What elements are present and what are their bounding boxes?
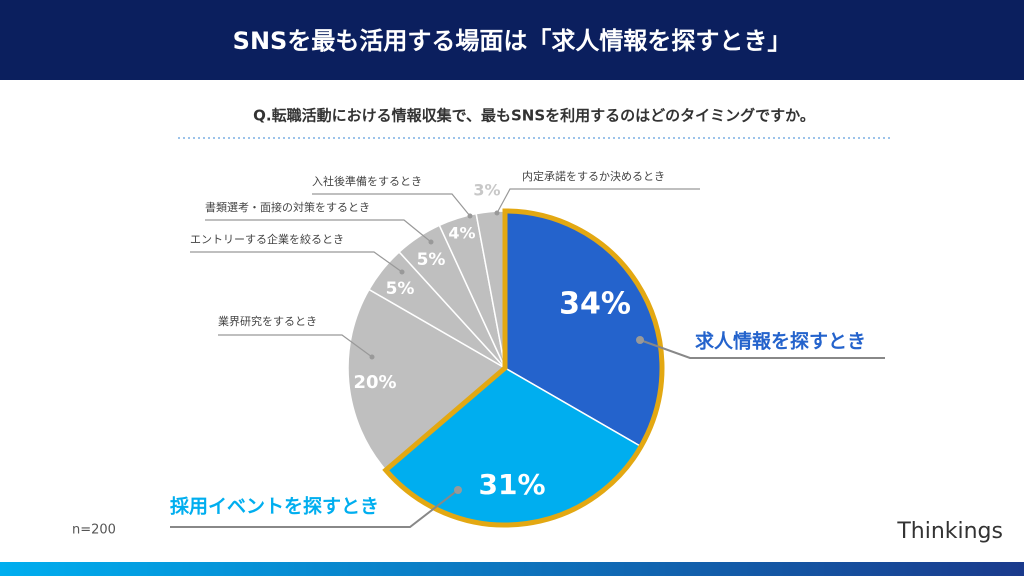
category-label: 求人情報を探すとき	[695, 330, 866, 353]
leader-line	[190, 251, 403, 273]
leader-line	[205, 219, 432, 243]
data-label: 20%	[353, 372, 396, 393]
category-label: 内定承諾をするか決めるとき	[522, 169, 665, 183]
leader-dot	[467, 213, 473, 219]
brand-logo: Thinkings	[896, 519, 1003, 544]
leader-line	[218, 334, 373, 358]
data-label: 31%	[478, 468, 545, 501]
leader-line	[496, 188, 700, 214]
leader-line	[312, 193, 471, 217]
leader-dot	[369, 354, 375, 360]
leader-dot	[494, 210, 500, 216]
category-label: 入社後準備をするとき	[312, 174, 422, 188]
category-label: 採用イベントを探すとき	[170, 496, 379, 518]
leader-line	[170, 489, 459, 528]
data-label: 5%	[386, 279, 415, 299]
title: SNSを最も活用する場面は「求人情報を探すとき」	[233, 27, 792, 55]
pie: 34% 求人情報を探すとき 31% 採用イベントを探すとき 20% 業界研究をするとき 5%…	[170, 169, 885, 528]
data-label: 34%	[559, 287, 631, 322]
category-label: エントリーする企業を絞るとき	[190, 232, 344, 246]
leader-dot	[636, 336, 644, 344]
header-band	[0, 0, 1024, 80]
leader-dot	[428, 239, 434, 245]
leader-line	[639, 339, 885, 359]
data-label: 4%	[448, 224, 475, 243]
data-label: 5%	[417, 250, 446, 270]
category-label: 書類選考・面接の対策をするとき	[205, 200, 370, 214]
leader-dot	[399, 269, 405, 275]
leader-dot	[454, 486, 462, 494]
question: Q.転職活動における情報収集で、最もSNSを利用するのはどのタイミングですか。	[253, 107, 815, 125]
sample-note: n=200	[72, 523, 116, 538]
data-label: 3%	[473, 181, 500, 200]
highlight-outline	[382, 208, 665, 528]
footer-band	[0, 562, 1024, 576]
category-label: 業界研究をするとき	[218, 314, 317, 328]
pie-slice	[347, 288, 507, 472]
